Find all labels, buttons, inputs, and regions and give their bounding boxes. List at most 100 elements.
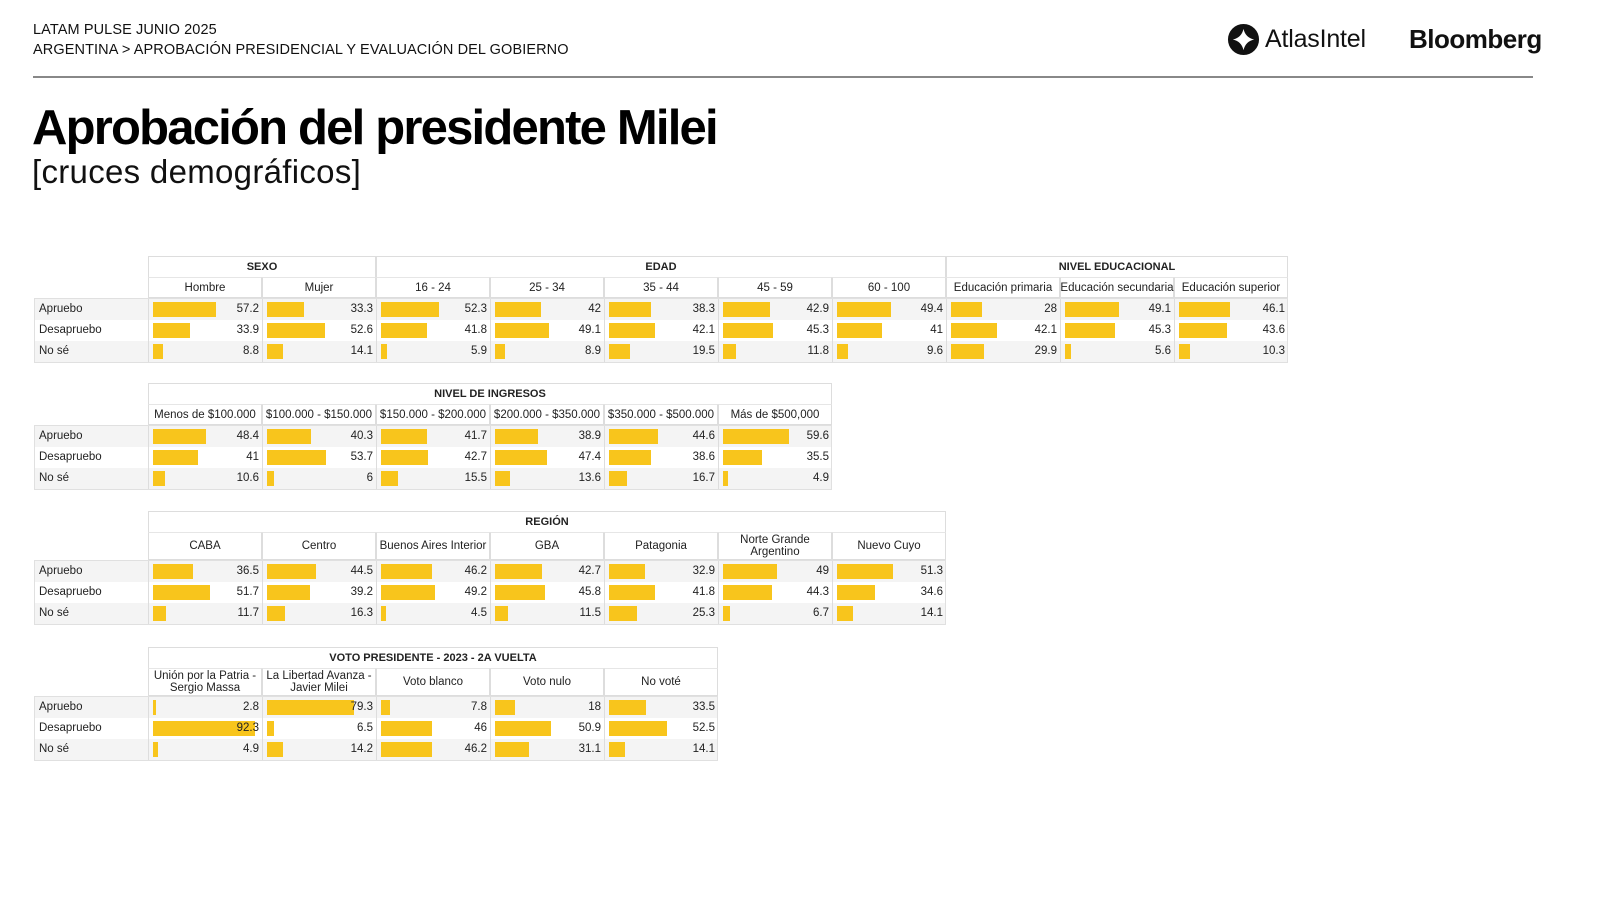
value-label: 46.1 bbox=[1262, 303, 1285, 315]
data-cell: 57.2 bbox=[148, 299, 262, 320]
atlasintel-logo-icon bbox=[1227, 23, 1260, 55]
value-bar bbox=[153, 585, 210, 600]
value-label: 11.8 bbox=[807, 345, 829, 357]
value-label: 18 bbox=[588, 701, 601, 713]
data-cell: 92.3 bbox=[148, 718, 262, 739]
value-label: 51.3 bbox=[920, 565, 943, 577]
value-bar bbox=[153, 606, 166, 621]
value-bar bbox=[153, 564, 194, 579]
value-bar bbox=[267, 564, 316, 579]
row-label: Desapruebo bbox=[39, 451, 102, 463]
data-cell: 49.2 bbox=[376, 582, 490, 603]
value-label: 41.8 bbox=[464, 324, 487, 336]
table-body: Apruebo 48.4 40.3 41.7 38.9 44.6 59.6 Desaprueb… bbox=[34, 425, 832, 490]
crosstab-table: VOTO PRESIDENTE - 2023 - 2A VUELTA Unión … bbox=[34, 647, 718, 761]
value-label: 40.3 bbox=[350, 430, 373, 442]
value-label: 53.7 bbox=[350, 451, 373, 463]
column-header: La Libertad Avanza - Javier Milei bbox=[262, 668, 376, 696]
breadcrumb: ARGENTINA > APROBACIÓN PRESIDENCIAL Y EV… bbox=[33, 42, 569, 58]
table-row: Desapruebo 33.9 52.6 41.8 49.1 42.1 45.3 41 42.1… bbox=[35, 320, 1287, 341]
table-body: Apruebo 36.5 44.5 46.2 42.7 32.9 49 51.3 Desapru… bbox=[34, 560, 946, 625]
row-label: No sé bbox=[39, 472, 70, 484]
value-bar bbox=[495, 742, 530, 757]
column-header-row: Unión por la Patria - Sergio Massa La Lib… bbox=[34, 668, 718, 696]
group-header: REGIÓN bbox=[148, 511, 946, 532]
value-bar bbox=[495, 606, 508, 621]
value-bar bbox=[723, 450, 763, 465]
data-cell: 41 bbox=[148, 447, 262, 468]
column-header: Norte Grande Argentino bbox=[718, 532, 832, 560]
value-bar bbox=[837, 564, 894, 579]
value-label: 8.8 bbox=[243, 345, 259, 357]
data-cell: 9.6 bbox=[832, 341, 946, 362]
value-label: 42.7 bbox=[578, 565, 601, 577]
header-rule bbox=[33, 76, 1533, 78]
group-header: NIVEL EDUCACIONAL bbox=[946, 256, 1288, 277]
value-label: 49.1 bbox=[1148, 303, 1171, 315]
data-cell: 25.3 bbox=[604, 603, 718, 624]
value-label: 43.6 bbox=[1262, 324, 1285, 336]
group-header: EDAD bbox=[376, 256, 946, 277]
data-cell: 34.6 bbox=[832, 582, 946, 603]
value-label: 41 bbox=[246, 451, 259, 463]
column-header-row: Hombre Mujer 16 - 24 25 - 34 35 - 44 45 - 59 6… bbox=[34, 277, 1288, 298]
value-bar bbox=[267, 471, 274, 486]
value-label: 4.9 bbox=[243, 743, 259, 755]
data-cell: 40.3 bbox=[262, 426, 376, 447]
data-cell: 44.3 bbox=[718, 582, 832, 603]
value-label: 5.9 bbox=[471, 345, 487, 357]
table-row: Desapruebo 92.3 6.5 46 50.9 52.5 bbox=[35, 718, 717, 739]
value-bar bbox=[723, 471, 729, 486]
data-cell: 46 bbox=[376, 718, 490, 739]
value-label: 44.6 bbox=[692, 430, 715, 442]
data-cell: 41.8 bbox=[604, 582, 718, 603]
value-label: 59.6 bbox=[806, 430, 829, 442]
data-cell: 38.6 bbox=[604, 447, 718, 468]
value-label: 14.1 bbox=[692, 743, 715, 755]
data-cell: 41.7 bbox=[376, 426, 490, 447]
data-cell: 42.7 bbox=[490, 561, 604, 582]
data-cell: 28 bbox=[946, 299, 1060, 320]
data-cell: 15.5 bbox=[376, 468, 490, 489]
value-label: 41.8 bbox=[692, 586, 715, 598]
value-bar bbox=[153, 721, 255, 736]
value-label: 13.6 bbox=[578, 472, 601, 484]
value-label: 4.5 bbox=[471, 607, 487, 619]
column-header: No voté bbox=[604, 668, 718, 696]
data-cell: 16.7 bbox=[604, 468, 718, 489]
value-bar bbox=[723, 585, 772, 600]
data-cell: 38.9 bbox=[490, 426, 604, 447]
value-label: 5.6 bbox=[1155, 345, 1171, 357]
data-cell: 14.1 bbox=[604, 739, 718, 760]
column-header: 16 - 24 bbox=[376, 277, 490, 298]
data-cell: 6.7 bbox=[718, 603, 832, 624]
value-label: 48.4 bbox=[236, 430, 259, 442]
data-cell: 14.2 bbox=[262, 739, 376, 760]
value-label: 6.5 bbox=[357, 722, 373, 734]
atlasintel-logo-text: AtlasIntel bbox=[1265, 24, 1366, 53]
value-label: 29.9 bbox=[1034, 345, 1057, 357]
data-cell: 47.4 bbox=[490, 447, 604, 468]
table-row: Apruebo 57.2 33.3 52.3 42 38.3 42.9 49.4 28 49.1 4… bbox=[35, 299, 1287, 320]
value-label: 33.3 bbox=[350, 303, 373, 315]
data-cell: 45.3 bbox=[1060, 320, 1174, 341]
value-bar bbox=[723, 429, 789, 444]
value-label: 38.6 bbox=[692, 451, 715, 463]
value-label: 42 bbox=[588, 303, 601, 315]
value-bar bbox=[495, 700, 515, 715]
value-bar bbox=[381, 450, 428, 465]
table-row: Apruebo 48.4 40.3 41.7 38.9 44.6 59.6 bbox=[35, 426, 831, 447]
value-bar bbox=[609, 721, 667, 736]
column-header: $100.000 - $150.000 bbox=[262, 404, 376, 425]
value-label: 25.3 bbox=[692, 607, 715, 619]
value-bar bbox=[381, 302, 439, 317]
value-bar bbox=[609, 471, 628, 486]
column-header: Centro bbox=[262, 532, 376, 560]
column-header: Educación secundaria bbox=[1060, 277, 1174, 298]
data-cell: 29.9 bbox=[946, 341, 1060, 362]
crosstab-table: REGIÓN CABA Centro Buenos Aires Interior GBA… bbox=[34, 511, 946, 625]
value-bar bbox=[381, 700, 390, 715]
value-bar bbox=[381, 606, 386, 621]
column-header: 35 - 44 bbox=[604, 277, 718, 298]
data-cell: 4.9 bbox=[148, 739, 262, 760]
